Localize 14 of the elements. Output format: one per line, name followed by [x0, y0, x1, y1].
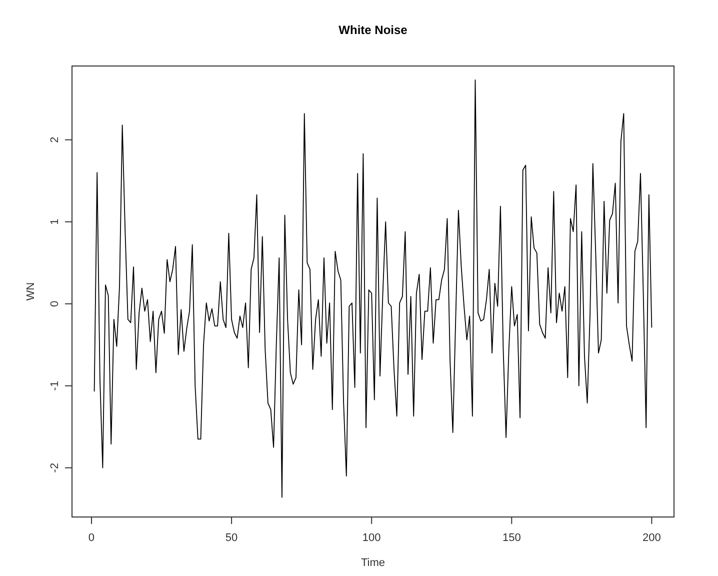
x-tick-label: 100 — [362, 532, 381, 544]
y-tick-label: 0 — [49, 300, 61, 307]
y-tick-label: 2 — [49, 136, 61, 143]
x-tick-label: 50 — [225, 532, 238, 544]
x-tick-label: 200 — [642, 532, 661, 544]
y-tick-label: -1 — [49, 380, 61, 391]
x-axis-title: Time — [360, 557, 386, 569]
y-tick-label: 1 — [49, 218, 61, 225]
y-axis-title: WN — [25, 282, 37, 301]
x-tick-label: 0 — [88, 532, 95, 544]
line-series — [94, 79, 652, 498]
y-tick-label: -2 — [49, 462, 61, 473]
chart-title: White Noise — [338, 23, 408, 37]
x-tick-label: 150 — [502, 532, 521, 544]
